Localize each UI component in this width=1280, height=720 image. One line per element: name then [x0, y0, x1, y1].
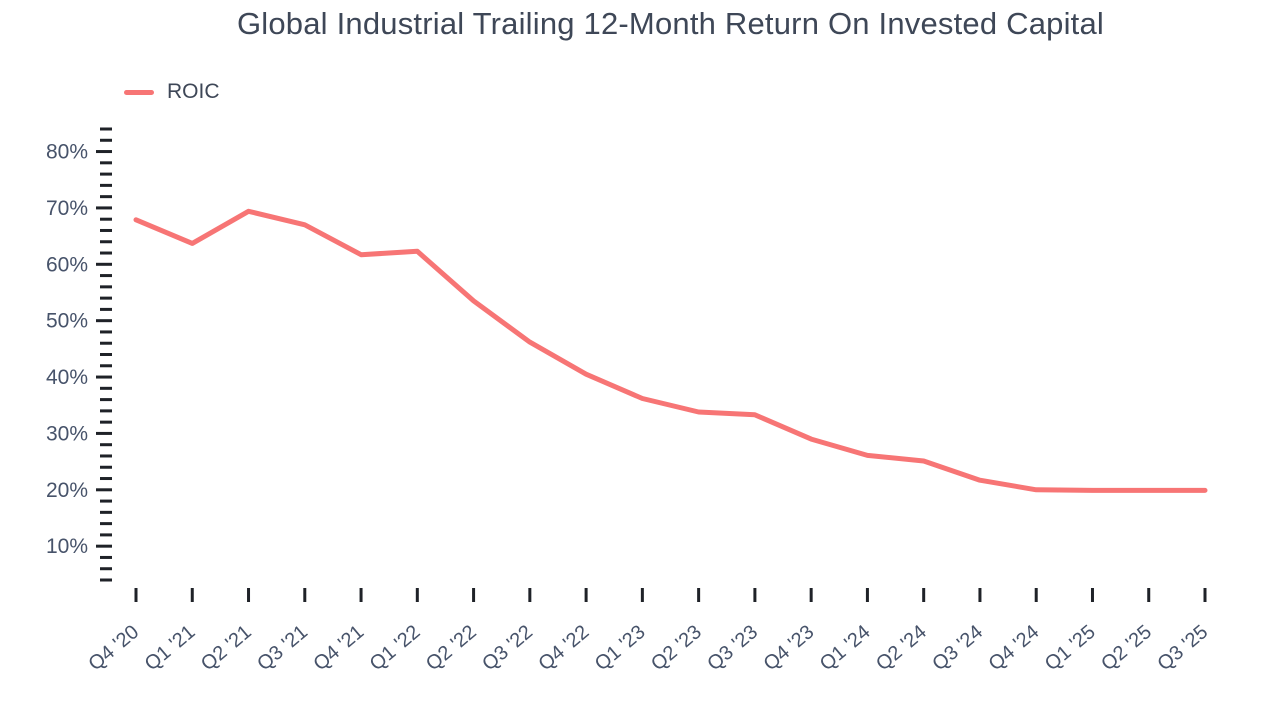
x-tick-label: Q1 '21 [141, 621, 200, 675]
roic-line [133, 208, 1208, 493]
x-tick-label: Q1 '22 [366, 621, 425, 675]
y-tick-label: 80% [46, 141, 88, 164]
x-tick-label: Q4 '24 [985, 621, 1044, 675]
y-axis: 10% 20% 30% 40% 50% 60% 70% 80% [46, 127, 112, 582]
x-tick-label: Q1 '23 [591, 621, 650, 675]
x-tick-label: Q3 '21 [253, 621, 312, 675]
y-tick-label: 60% [46, 253, 88, 276]
y-tick-label: 70% [46, 197, 88, 220]
y-tick-label: 10% [46, 535, 88, 558]
y-tick-label: 40% [46, 366, 88, 389]
x-tick-label: Q1 '25 [1041, 621, 1100, 675]
x-tick-label: Q4 '20 [84, 621, 143, 675]
x-tick-label: Q1 '24 [816, 621, 875, 675]
x-tick-label: Q2 '25 [1097, 621, 1156, 675]
x-tick-label: Q4 '22 [535, 621, 594, 675]
x-tick-label: Q2 '24 [872, 621, 931, 675]
series-layer [133, 208, 1208, 493]
y-tick-label: 50% [46, 310, 88, 333]
x-tick-label: Q2 '23 [647, 621, 706, 675]
y-tick-label: 30% [46, 422, 88, 445]
x-tick-label: Q2 '22 [422, 621, 481, 675]
legend-label: ROIC [167, 80, 220, 103]
x-tick-label: Q2 '21 [197, 621, 256, 675]
y-tick-label: 20% [46, 479, 88, 502]
legend-line-swatch [124, 89, 154, 95]
chart-title: Global Industrial Trailing 12-Month Retu… [236, 6, 1105, 41]
x-tick-label: Q4 '23 [760, 621, 819, 675]
x-tick-label: Q4 '21 [309, 621, 368, 675]
x-tick-label: Q3 '25 [1153, 621, 1212, 675]
x-tick-label: Q3 '22 [478, 621, 537, 675]
x-tick-label: Q3 '23 [703, 621, 762, 675]
legend: ROIC [124, 80, 220, 104]
x-tick-label: Q3 '24 [928, 621, 987, 675]
